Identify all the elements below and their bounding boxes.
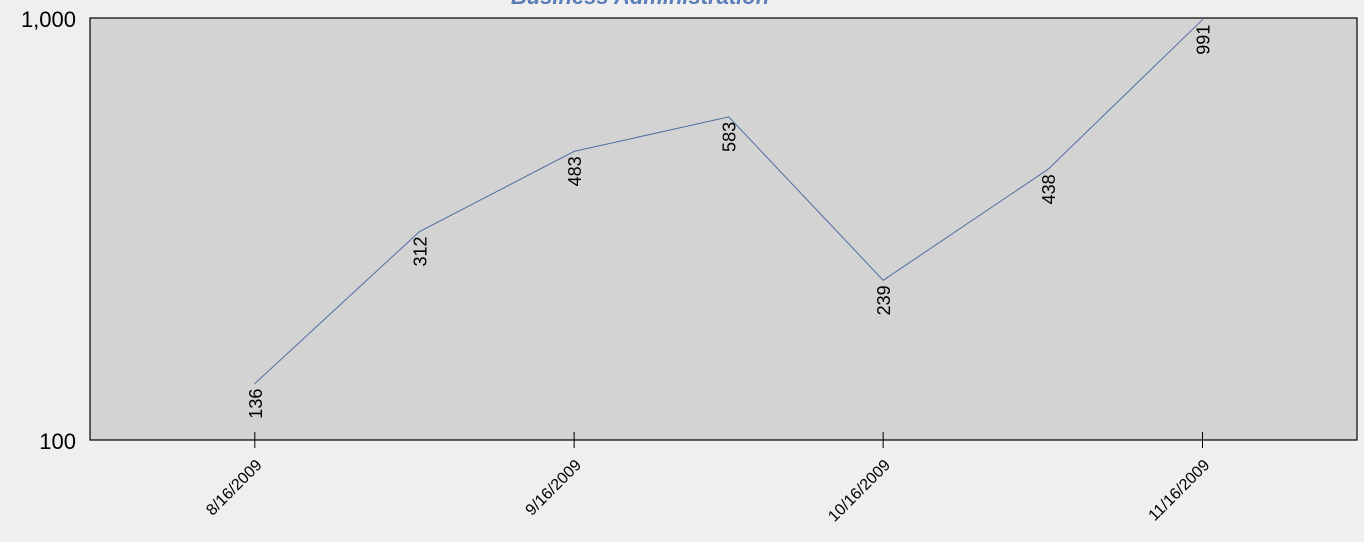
data-point [254, 383, 256, 385]
data-point [882, 279, 884, 281]
data-label-layer: 136 312 483 583 239 438 991 [246, 25, 1214, 419]
data-point [419, 230, 421, 232]
x-tick-label: 9/16/2009 [523, 457, 585, 519]
y-tick-label-bottom: 100 [39, 429, 76, 454]
x-tick-label: 8/16/2009 [203, 457, 265, 519]
data-label: 239 [874, 285, 894, 315]
data-point [1047, 168, 1049, 170]
x-axis: 8/16/2009 9/16/2009 10/16/2009 11/16/2009 [203, 432, 1213, 525]
x-tick-label: 11/16/2009 [1146, 457, 1214, 525]
series-layer [254, 19, 1203, 385]
data-label: 483 [565, 156, 585, 186]
data-label: 583 [720, 122, 740, 152]
x-tick-label: 10/16/2009 [825, 457, 894, 526]
data-point [728, 116, 730, 118]
data-label: 991 [1193, 25, 1213, 55]
y-tick-label-top: 1,000 [21, 7, 76, 32]
data-label: 312 [411, 236, 431, 266]
chart-title: Business Administration [511, 0, 769, 9]
data-point [1201, 19, 1203, 21]
data-point [573, 150, 575, 152]
plot-area [89, 17, 1358, 441]
data-label: 136 [246, 389, 266, 419]
data-label: 438 [1039, 174, 1059, 204]
